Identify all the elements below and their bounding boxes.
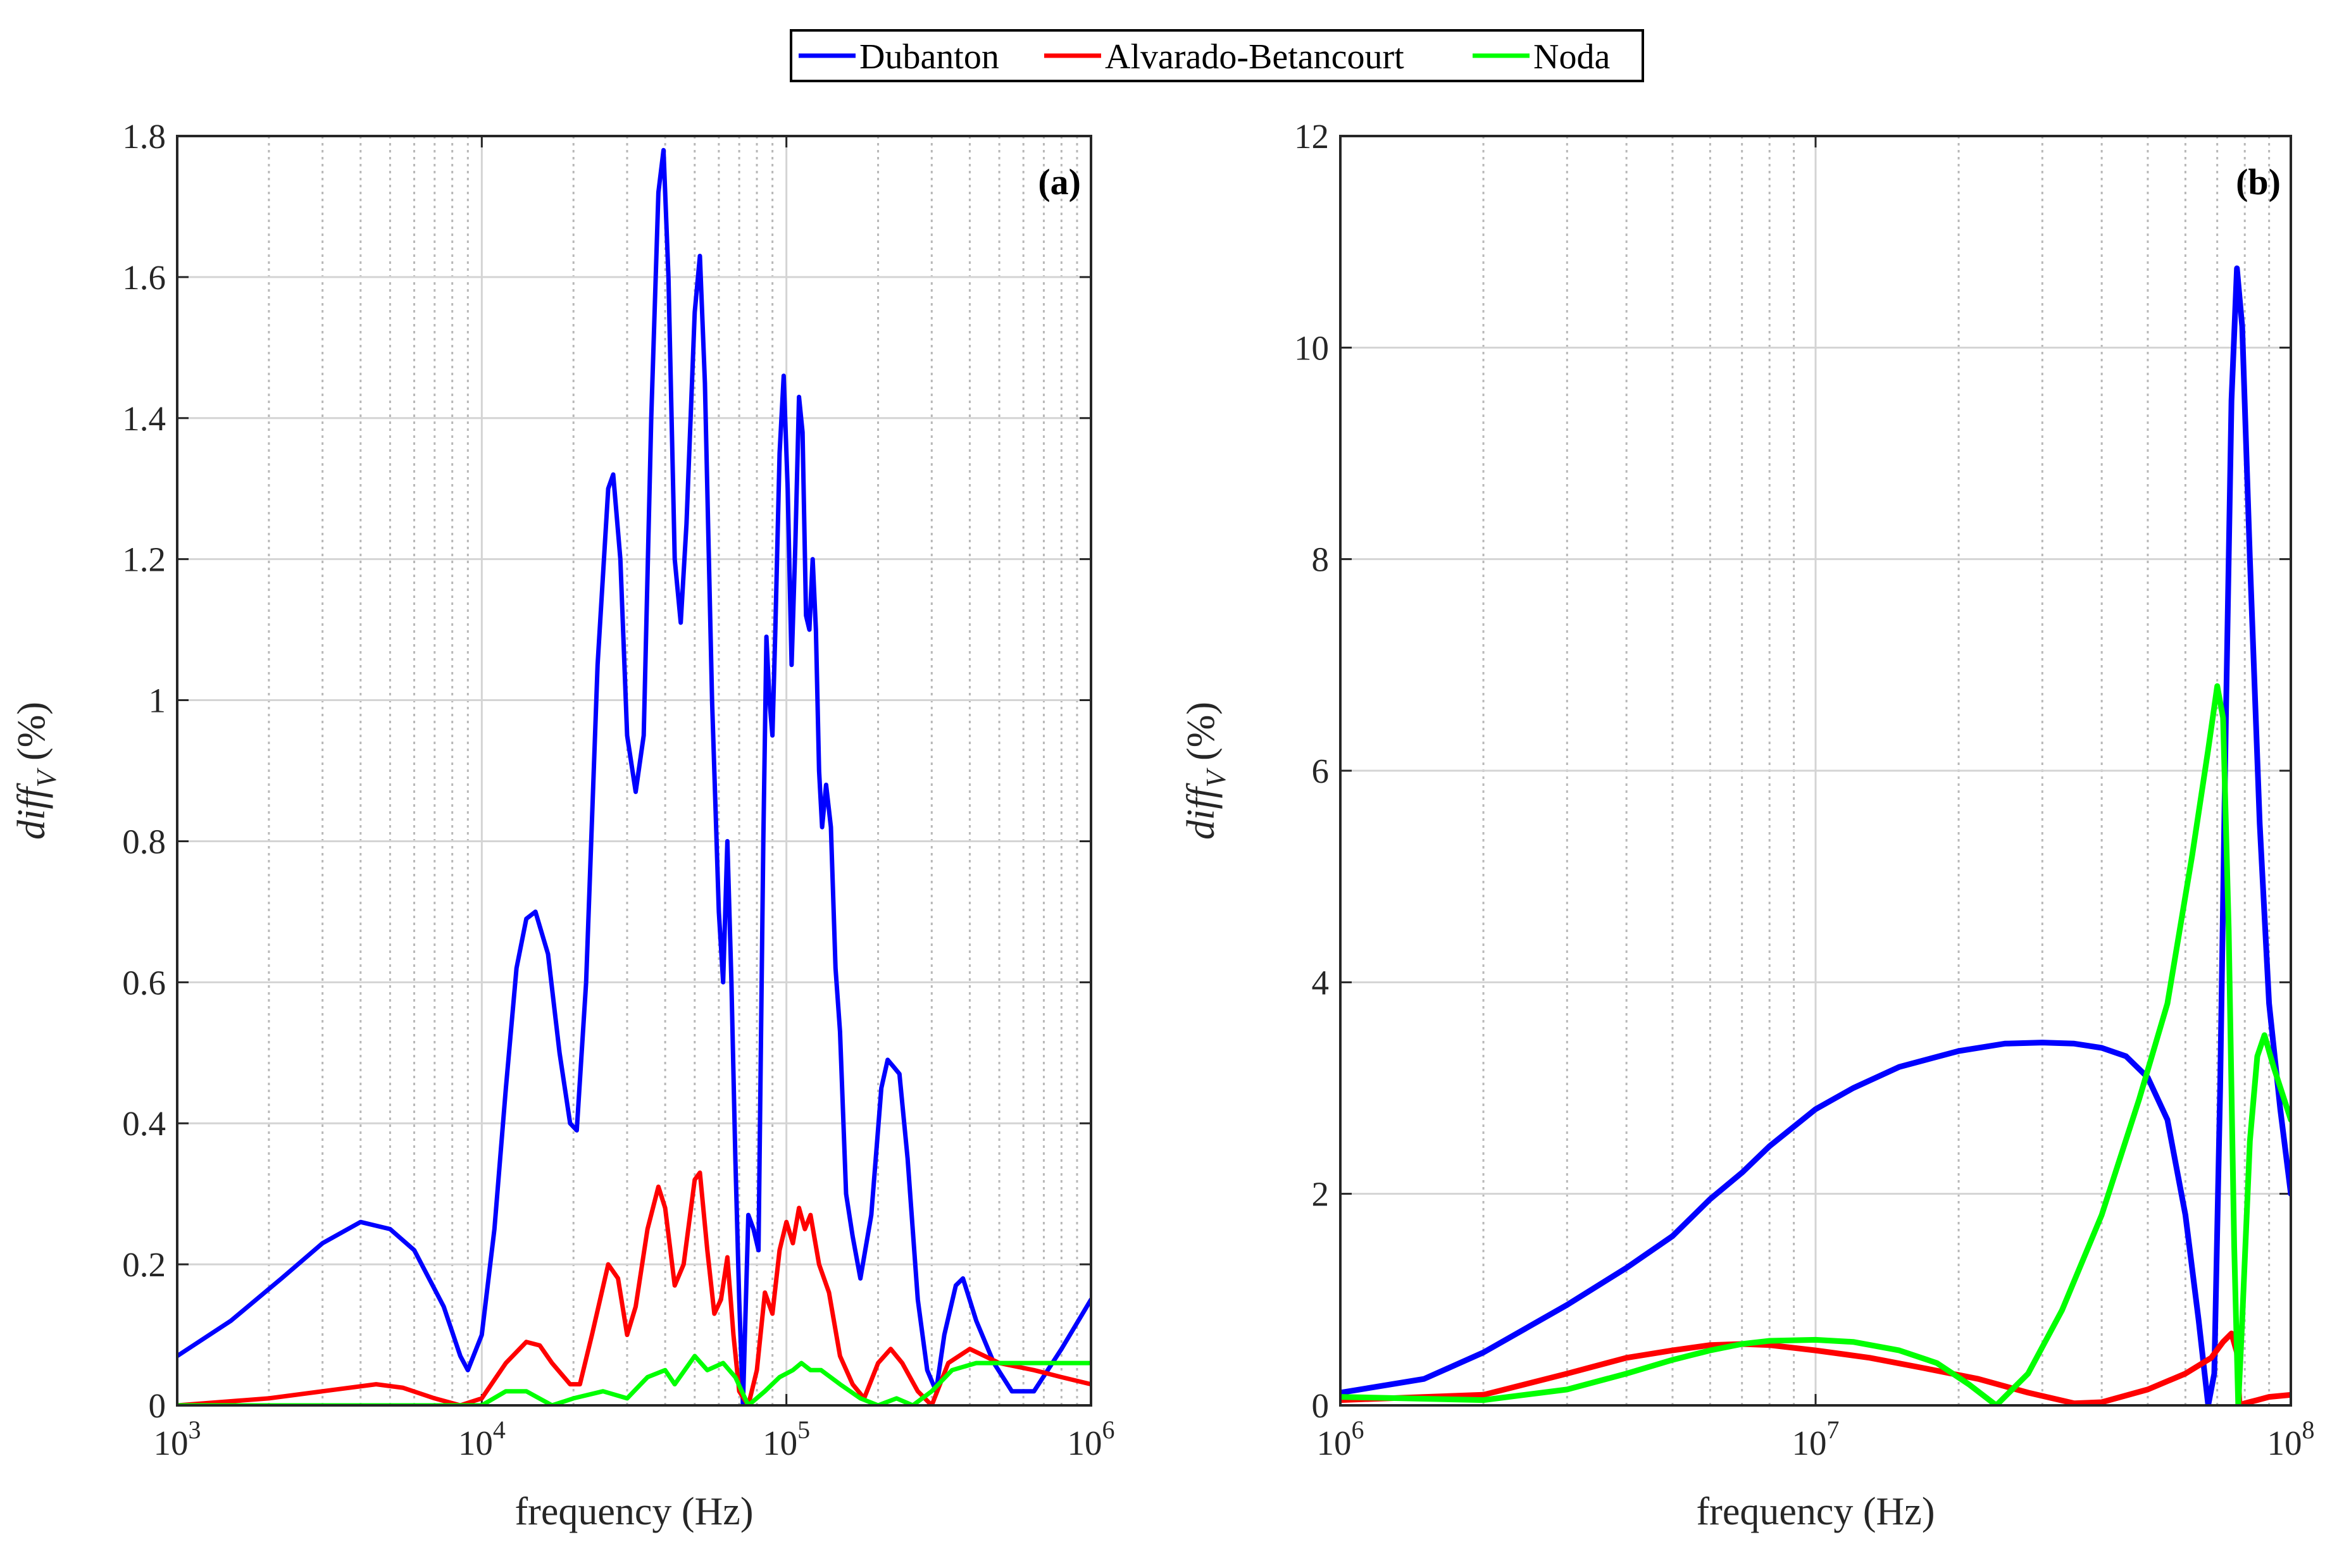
- panel-a-y-tick-label: 1.8: [122, 117, 166, 156]
- panel-b-y-tick-label: 2: [1312, 1175, 1330, 1214]
- legend-label-noda: Noda: [1533, 37, 1610, 77]
- panel-a-series-dubanton: [177, 147, 1091, 1405]
- panel-b-y-tick-label: 12: [1294, 117, 1329, 156]
- panel-a-series-noda: [177, 1353, 1091, 1405]
- panel-a-y-tick-label: 1.4: [122, 399, 166, 438]
- panel-a-y-tick-label: 1.2: [122, 540, 166, 579]
- panel-a-axes-box: [176, 135, 1092, 1407]
- panel-b-chart: 106 107 108 0 2 4 6 8 10 12 (b) frequency (Hz) diffV…: [1180, 117, 2315, 1533]
- panel-a-y-axis-label: diffV (%): [10, 702, 62, 840]
- panel-b-x-axis-label: frequency (Hz): [1697, 1490, 1935, 1533]
- panel-a-series-alvarado-betancourt: [177, 1170, 1091, 1405]
- panel-a-y-tick-label: 0.2: [122, 1245, 166, 1284]
- legend: Dubanton Alvarado-Betancourt Noda: [790, 29, 1644, 82]
- panel-b-y-tick-label: 8: [1312, 540, 1330, 579]
- panel-a-panel-label: (a): [1038, 161, 1081, 202]
- panel-b-x-tick-label: 108: [2267, 1416, 2315, 1462]
- panel-b-y-tick-label: 4: [1312, 963, 1330, 1002]
- panel-a-x-tick-label: 105: [763, 1416, 810, 1462]
- panel-b-series-noda: [1340, 683, 2291, 1405]
- panel-b-panel-label: (b): [2236, 161, 2281, 202]
- panel-a-y-tick-label: 1: [149, 681, 166, 720]
- panel-a-y-tick-label: 1.6: [122, 258, 166, 297]
- panel-b-x-tick-label: 107: [1792, 1416, 1840, 1462]
- panel-a-x-tick-label: 104: [458, 1416, 506, 1462]
- panel-a-y-tick-label: 0.4: [122, 1104, 166, 1143]
- legend-label-dubanton: Dubanton: [859, 37, 999, 77]
- legend-label-alvarado-betancourt: Alvarado-Betancourt: [1105, 37, 1404, 77]
- panel-b-y-tick-label: 10: [1294, 328, 1329, 367]
- panel-a-y-tick-label: 0: [149, 1386, 166, 1425]
- panel-a-x-tick-label: 103: [154, 1416, 201, 1462]
- panel-a-x-tick-label: 106: [1068, 1416, 1115, 1462]
- panel-a-chart: 103 104 105 106 0 0.2 0.4 0.6 0.8 1 1.2 1.4 1.6 1.8 (a…: [10, 117, 1115, 1533]
- panel-a-y-tick-label: 0.6: [122, 963, 166, 1002]
- panel-b-x-tick-label: 106: [1317, 1416, 1364, 1462]
- panel-b-series-dubanton: [1340, 265, 2291, 1405]
- panel-a-x-axis-label: frequency (Hz): [515, 1490, 754, 1533]
- panel-b-axes-box: [1339, 135, 2292, 1407]
- panel-b-y-tick-label: 0: [1312, 1386, 1330, 1425]
- panel-b-y-tick-label: 6: [1312, 752, 1330, 790]
- panel-a-y-tick-label: 0.8: [122, 822, 166, 861]
- panel-b-y-axis-label: diffV (%): [1180, 702, 1231, 840]
